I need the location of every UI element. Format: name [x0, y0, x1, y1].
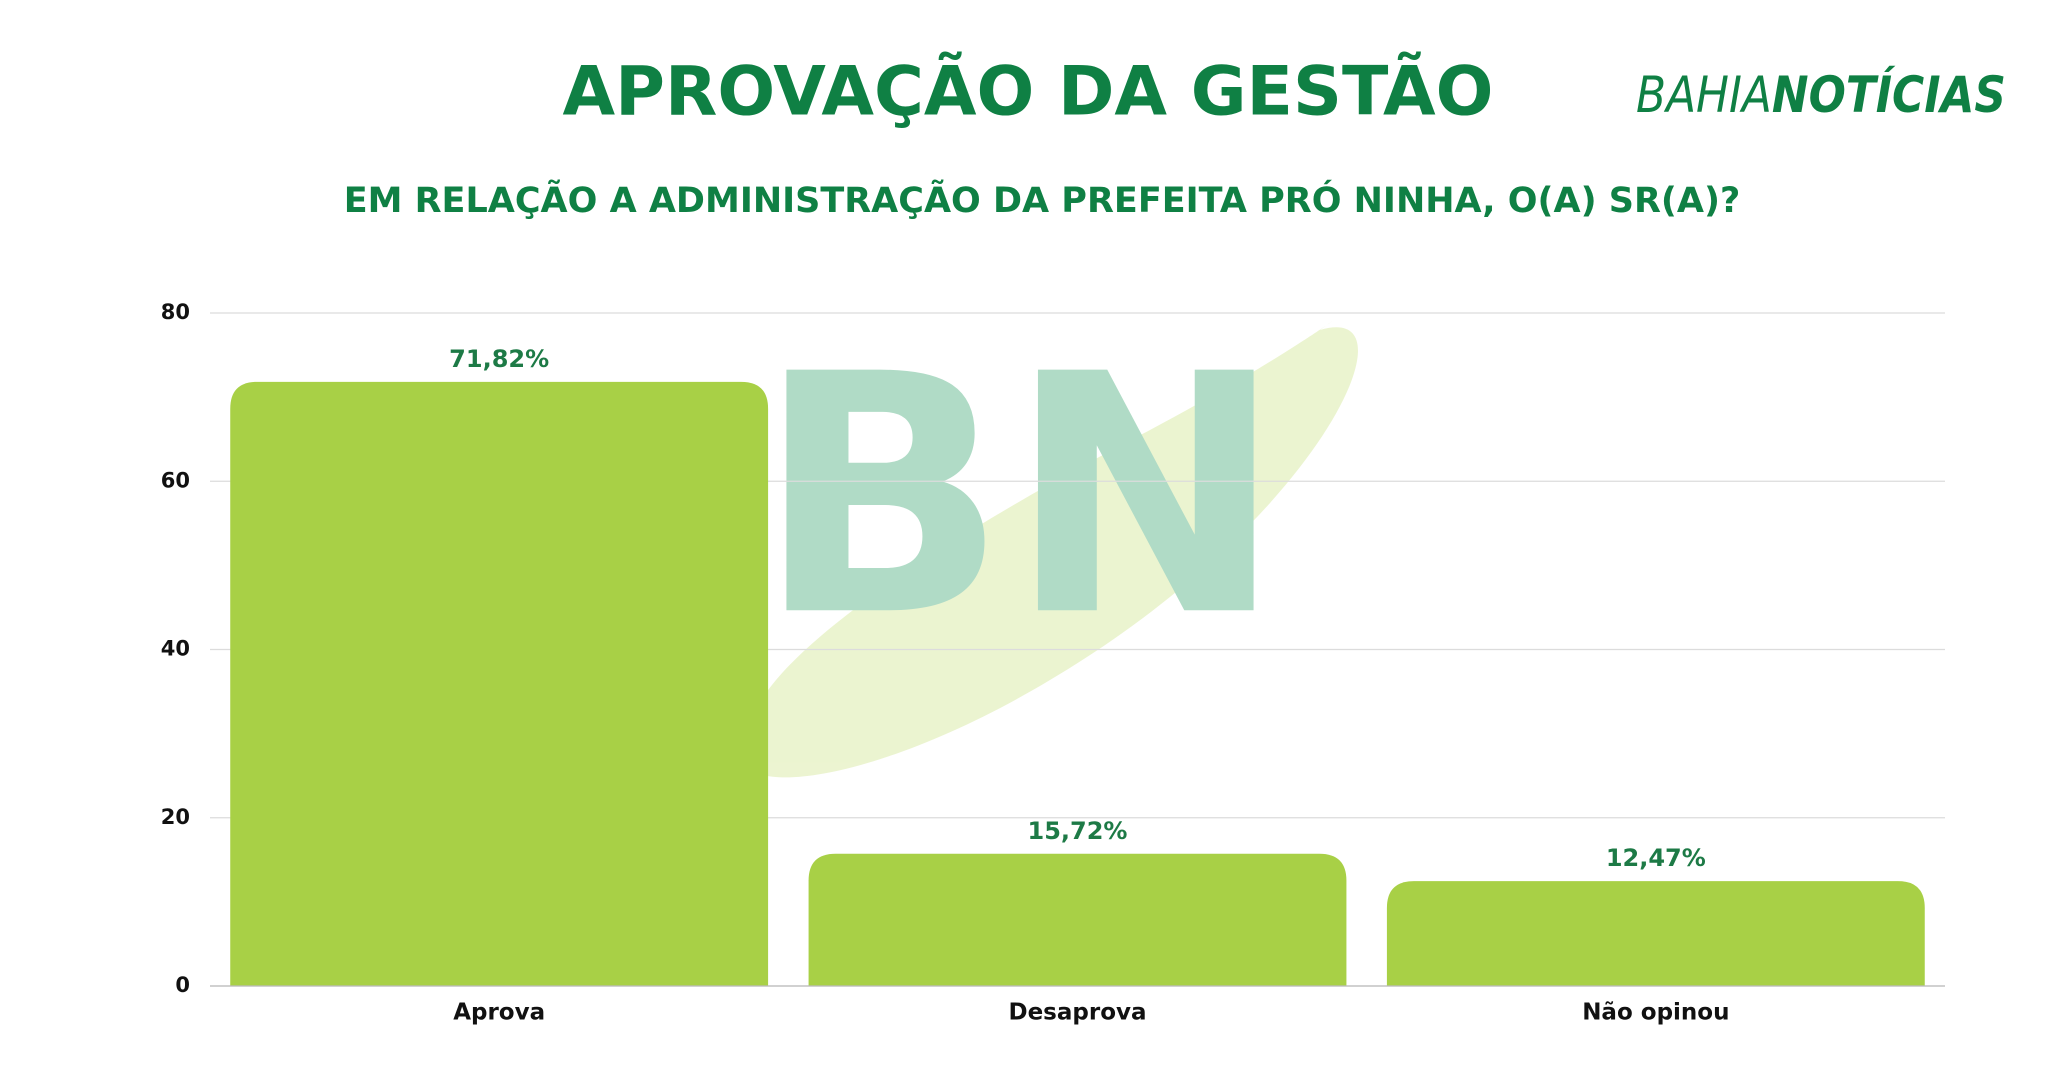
y-tick-label: 40	[161, 637, 190, 661]
bar	[1386, 881, 1925, 986]
value-label: 71,82%	[449, 345, 549, 373]
y-tick-label: 0	[175, 973, 190, 997]
chart-title: APROVAÇÃO DA GESTÃO	[563, 52, 1494, 132]
chart-subtitle: EM RELAÇÃO A ADMINISTRAÇÃO DA PREFEITA P…	[344, 179, 1741, 221]
logo-light: BAHIA	[1636, 66, 1772, 124]
watermark: BN	[740, 304, 1358, 778]
logo: BAHIANOTÍCIAS	[1636, 65, 2006, 124]
bar	[230, 381, 769, 987]
value-label: 15,72%	[1028, 817, 1128, 845]
bar	[808, 853, 1347, 986]
x-tick-label: Aprova	[453, 1000, 545, 1026]
y-tick-label: 20	[161, 805, 190, 829]
value-label: 12,47%	[1606, 844, 1706, 872]
watermark-swoosh	[740, 321, 1358, 778]
watermark-text: BN	[756, 304, 1284, 688]
x-tick-label: Não opinou	[1582, 1000, 1729, 1026]
logo-bold: NOTÍCIAS	[1772, 65, 2006, 124]
x-tick-label: Desaprova	[1008, 1000, 1146, 1026]
y-tick-label: 80	[161, 300, 190, 324]
y-tick-label: 60	[161, 468, 190, 492]
